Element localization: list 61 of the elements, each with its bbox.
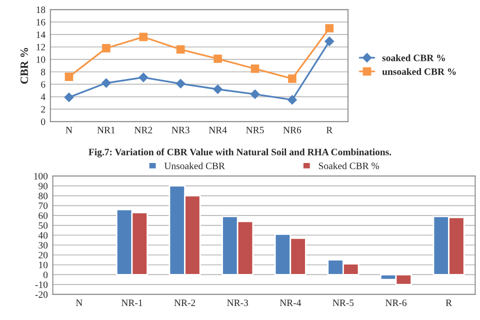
x-tick-label: NR1 — [97, 126, 115, 134]
x-tick-label: R — [446, 300, 452, 306]
point — [250, 90, 260, 99]
y-tick-label: 100 — [34, 172, 48, 180]
legend-label: unsoaked CBR % — [382, 68, 456, 75]
x-tick-label: NR2 — [134, 126, 152, 134]
point — [288, 95, 297, 104]
y-tick-label: 8 — [41, 68, 46, 76]
y-tick-label: 16 — [36, 18, 46, 26]
x-tick-label: NR-2 — [174, 300, 196, 306]
point — [102, 78, 111, 88]
caption: Fig.7: Variation of CBR Value with Natural Soil and RHA Combinations. — [88, 148, 392, 158]
point — [64, 92, 74, 102]
point — [176, 45, 185, 54]
point — [325, 24, 334, 32]
y-tick-label: 30 — [38, 242, 48, 249]
y-tick-label: -10 — [35, 281, 48, 288]
point — [64, 72, 74, 81]
y-tick-label: 2 — [41, 106, 46, 113]
x-tick-label: NR3 — [172, 126, 190, 134]
y-tick-label: 18 — [36, 6, 46, 14]
y-tick-label: 10 — [36, 56, 46, 63]
x-tick-label: NR-3 — [227, 300, 248, 306]
y-tick-label: 40 — [38, 232, 48, 239]
y-tick-label: 70 — [38, 202, 48, 210]
point — [102, 44, 110, 52]
point — [214, 54, 222, 63]
x-tick-label: NR6 — [283, 126, 302, 134]
y-tick-label: 50 — [38, 222, 48, 229]
point — [176, 79, 186, 88]
x-tick-label: NR-6 — [385, 300, 407, 306]
x-tick-label: NR5 — [246, 126, 264, 134]
y-tick-label: 60 — [38, 212, 48, 219]
x-tick-label: NR4 — [208, 126, 227, 134]
point — [288, 74, 296, 83]
point — [138, 72, 148, 82]
x-tick-label: NR-1 — [121, 300, 142, 306]
point — [324, 36, 334, 46]
y-tick-label: 0 — [43, 272, 48, 278]
y-tick-label: 6 — [41, 81, 46, 88]
x-tick-label: N — [76, 300, 82, 306]
legend-label: Unsoaked CBR — [164, 162, 225, 170]
y-tick-label: -20 — [35, 291, 48, 298]
y-tick-label: 90 — [38, 182, 48, 190]
point — [250, 64, 260, 73]
x-tick-label: N — [66, 126, 72, 134]
y-axis-title: CBR % — [20, 48, 28, 84]
y-tick-label: 80 — [38, 192, 48, 200]
y-tick-label: 10 — [39, 262, 48, 268]
point — [139, 32, 148, 42]
y-tick-label: 0 — [41, 118, 46, 126]
x-tick-label: NR-5 — [332, 300, 354, 306]
x-tick-label: R — [326, 126, 333, 134]
y-tick-label: 12 — [36, 44, 46, 50]
point — [213, 84, 222, 94]
y-tick-label: 20 — [38, 252, 48, 258]
legend-label: soaked CBR % — [382, 54, 445, 62]
x-tick-label: NR-4 — [280, 300, 302, 306]
y-tick-label: 14 — [36, 31, 46, 38]
legend-label: Soaked CBR % — [318, 162, 380, 170]
y-tick-label: 4 — [40, 94, 46, 100]
